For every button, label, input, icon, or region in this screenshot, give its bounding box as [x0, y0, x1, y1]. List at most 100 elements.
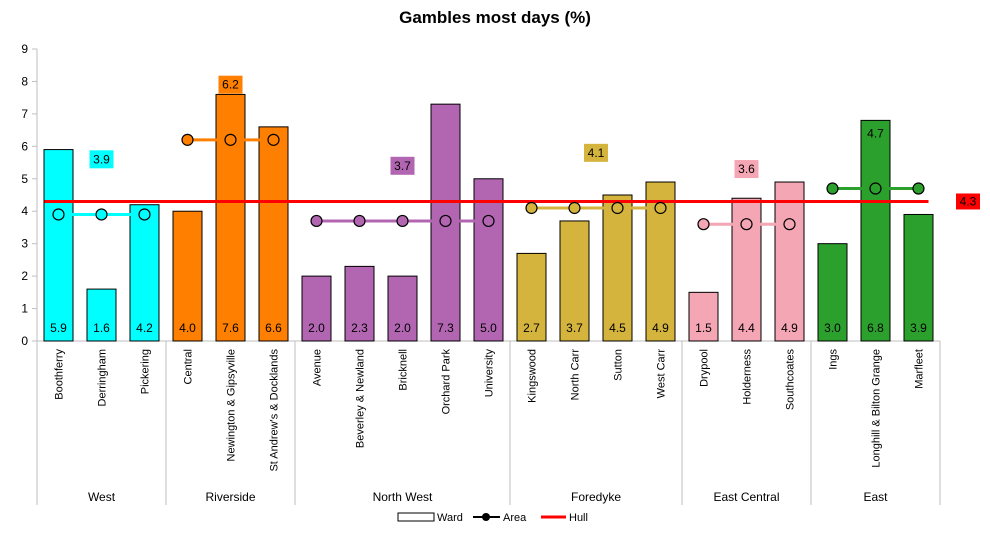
area-marker: [52, 208, 65, 221]
bar: [516, 252, 547, 342]
y-tick-label: 5: [21, 172, 28, 186]
bar: [602, 194, 633, 342]
area-value-label: 3.9: [93, 152, 110, 166]
area-marker: [611, 201, 624, 215]
chart-title: Gambles most days (%): [399, 8, 591, 27]
legend: Ward Area Hull: [397, 512, 588, 524]
area-value-label: 4.7: [867, 126, 884, 140]
bar-value-label: 1.5: [695, 321, 712, 335]
bar-value-label: 2.7: [523, 321, 540, 335]
ward-label: Bricknell: [398, 349, 410, 391]
bar: [387, 275, 418, 342]
bar-value-label: 5.0: [480, 321, 497, 335]
area-marker: [396, 214, 409, 228]
area-marker: [224, 133, 237, 146]
bar: [903, 213, 934, 342]
y-tick-label: 8: [21, 74, 28, 88]
bar: [215, 93, 246, 342]
legend-hull-label: Hull: [569, 512, 588, 524]
ward-label: Sutton: [613, 349, 625, 381]
bar-value-label: 4.2: [136, 321, 153, 335]
ward-label: Beverley & Newland: [355, 349, 367, 448]
bar-value-label: 2.0: [308, 321, 325, 335]
area-marker: [783, 218, 796, 231]
bar-value-label: 2.0: [394, 321, 411, 335]
ward-label: Kingswood: [527, 349, 539, 403]
area-marker: [482, 214, 495, 228]
ward-label: Avenue: [312, 349, 324, 386]
bar-value-label: 6.8: [867, 321, 884, 335]
area-marker: [138, 208, 151, 221]
y-tick-label: 7: [21, 107, 28, 121]
group-label: West: [88, 490, 116, 504]
y-tick-label: 4: [21, 204, 28, 218]
bar-value-label: 5.9: [50, 321, 67, 335]
ward-label: Boothferry: [54, 349, 66, 400]
bar: [559, 220, 590, 342]
bar-value-label: 7.3: [437, 321, 454, 335]
bar-value-label: 3.0: [824, 321, 841, 335]
bar: [301, 275, 332, 342]
ward-label: Longhill & Bilton Grange: [871, 349, 883, 468]
bar-value-label: 4.9: [781, 321, 798, 335]
ward-label: Derringham: [97, 349, 109, 406]
group-label: East: [863, 490, 888, 504]
area-label-bg: [89, 150, 114, 169]
bar-value-label: 4.5: [609, 321, 626, 335]
ward-label: Newington & Gipsyville: [226, 349, 238, 462]
area-marker: [95, 208, 108, 221]
area-value-label: 4.1: [588, 146, 605, 160]
area-marker: [181, 133, 194, 146]
area-marker: [353, 214, 366, 228]
area-marker: [740, 218, 753, 231]
bar: [860, 119, 891, 342]
group-label: Foredyke: [571, 490, 621, 504]
area-marker: [826, 182, 839, 195]
legend-area-marker: [482, 513, 490, 521]
y-tick-label: 9: [21, 42, 28, 56]
ward-label: Central: [183, 349, 195, 384]
y-tick-label: 1: [21, 302, 28, 316]
bar-value-label: 6.6: [265, 321, 282, 335]
bar-value-label: 4.0: [179, 321, 196, 335]
bar-value-label: 2.3: [351, 321, 368, 335]
area-label-bg: [734, 160, 759, 179]
bar: [774, 181, 805, 342]
ward-label: Pickering: [140, 349, 152, 394]
ward-label: University: [484, 349, 496, 398]
area-marker: [654, 201, 667, 215]
bar: [688, 291, 719, 342]
ward-label: North Carr: [570, 349, 582, 401]
area-marker: [439, 214, 452, 228]
area-label-bg: [390, 156, 415, 175]
bar: [344, 265, 375, 342]
ward-label: St Andrew's & Docklands: [269, 349, 281, 472]
bar: [258, 126, 289, 342]
ward-label: Ings: [828, 349, 840, 370]
y-tick-label: 6: [21, 139, 28, 153]
bar-value-label: 4.9: [652, 321, 669, 335]
y-tick-label: 0: [21, 334, 28, 348]
legend-ward-label: Ward: [437, 512, 463, 524]
area-label-bg: [584, 143, 608, 162]
area-marker: [697, 218, 710, 231]
area-marker: [525, 201, 538, 215]
legend-area-label: Area: [503, 512, 527, 524]
area-value-label: 3.7: [394, 159, 411, 173]
legend-ward-swatch: [397, 512, 435, 522]
ward-label: West Carr: [656, 349, 668, 399]
group-label: Riverside: [205, 490, 255, 504]
group-label: East Central: [713, 490, 779, 504]
area-label-bg: [863, 124, 888, 143]
hull-value-label: 4.3: [960, 194, 977, 208]
ward-label: Holderness: [742, 349, 754, 405]
bar: [473, 178, 504, 342]
bar-value-label: 1.6: [93, 321, 110, 335]
bar: [817, 243, 848, 342]
y-tick-label: 3: [21, 237, 28, 251]
area-value-label: 3.6: [738, 162, 755, 176]
y-tick-label: 2: [21, 269, 28, 283]
area-marker: [267, 133, 280, 146]
